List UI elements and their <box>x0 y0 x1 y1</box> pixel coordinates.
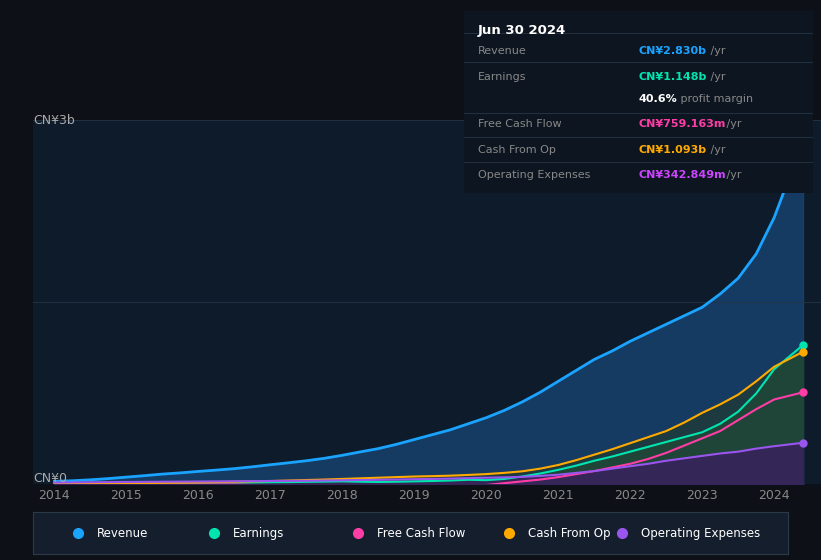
Text: CN¥1.148b: CN¥1.148b <box>639 72 707 82</box>
Text: Free Cash Flow: Free Cash Flow <box>377 527 465 540</box>
Text: Revenue: Revenue <box>97 527 149 540</box>
Text: CN¥759.163m: CN¥759.163m <box>639 119 726 129</box>
Text: CN¥1.093b: CN¥1.093b <box>639 144 706 155</box>
Text: Cash From Op: Cash From Op <box>528 527 610 540</box>
Text: /yr: /yr <box>708 144 726 155</box>
Text: /yr: /yr <box>708 46 726 56</box>
Text: /yr: /yr <box>722 170 741 180</box>
Text: CN¥3b: CN¥3b <box>33 114 75 127</box>
Text: Earnings: Earnings <box>233 527 284 540</box>
Text: CN¥2.830b: CN¥2.830b <box>639 46 706 56</box>
Text: Operating Expenses: Operating Expenses <box>641 527 760 540</box>
Text: Operating Expenses: Operating Expenses <box>478 170 590 180</box>
Text: Cash From Op: Cash From Op <box>478 144 556 155</box>
Text: CN¥342.849m: CN¥342.849m <box>639 170 726 180</box>
Text: profit margin: profit margin <box>677 94 753 104</box>
Text: CN¥0: CN¥0 <box>33 472 67 486</box>
Text: Earnings: Earnings <box>478 72 526 82</box>
Text: Jun 30 2024: Jun 30 2024 <box>478 24 566 37</box>
Text: Free Cash Flow: Free Cash Flow <box>478 119 562 129</box>
Text: Revenue: Revenue <box>478 46 526 56</box>
Text: /yr: /yr <box>722 119 741 129</box>
Text: 40.6%: 40.6% <box>639 94 677 104</box>
Text: /yr: /yr <box>708 72 726 82</box>
